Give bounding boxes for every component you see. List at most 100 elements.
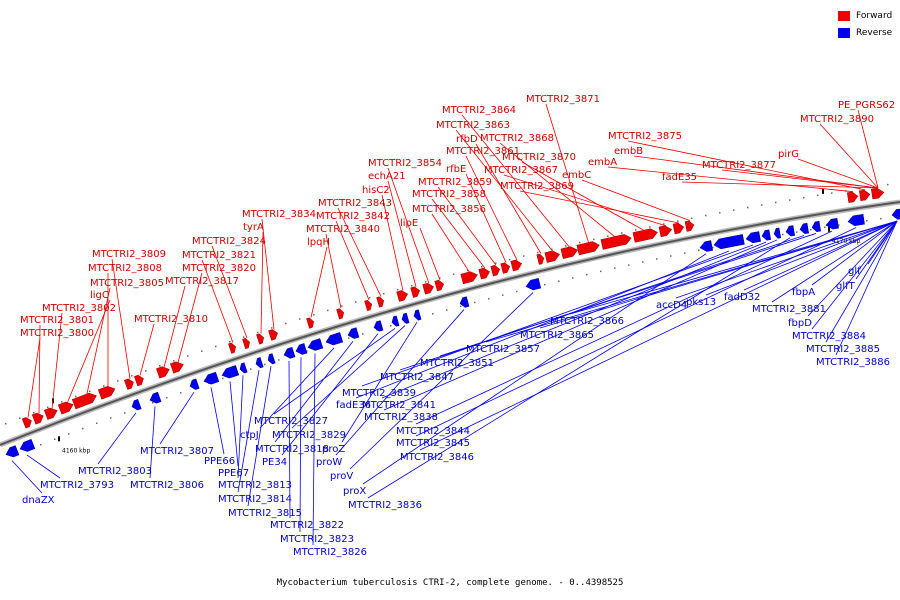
minor-tick (355, 301, 357, 303)
forward-gene-label: MTCTRI2_3858 (412, 189, 486, 200)
minor-tick (747, 206, 749, 209)
forward-gene-arrow (133, 374, 144, 387)
forward-gene-label: tyrA (243, 222, 264, 233)
reverse-gene-label: MTCTRI2_3884 (792, 331, 866, 342)
minor-tick (54, 438, 56, 441)
reverse-leader-line (149, 406, 156, 479)
reverse-gene-label: PPE66 (204, 456, 235, 467)
forward-gene-arrow (500, 262, 511, 274)
forward-gene-arrow (97, 386, 116, 400)
minor-tick (271, 327, 273, 329)
reverse-leader-line (367, 237, 791, 499)
forward-gene-label: MTCTRI2_3800 (20, 328, 94, 339)
forward-gene-label: embB (614, 146, 643, 157)
reverse-leader-line (399, 235, 805, 371)
forward-gene-arrow (71, 392, 97, 410)
reverse-gene-label: MTCTRI2_3823 (280, 534, 354, 545)
minor-tick (103, 385, 105, 387)
reverse-leader-line (291, 325, 406, 429)
forward-gene-label: MTCTRI2_3808 (88, 263, 162, 274)
minor-tick (663, 223, 665, 225)
tick-label: 4160 kbp (62, 447, 90, 454)
forward-swatch (838, 11, 850, 21)
reverse-gene-label: MTCTRI2_3822 (270, 520, 344, 531)
forward-leader-line (51, 312, 63, 409)
minor-tick (642, 261, 644, 263)
minor-tick (425, 281, 427, 283)
major-tick (58, 436, 60, 442)
tick-label: 4170 kbp (832, 238, 860, 245)
minor-tick (600, 270, 602, 273)
reverse-gene-label: MTCTRI2_3818 (255, 444, 329, 455)
minor-tick (677, 220, 679, 222)
major-tick (828, 226, 830, 232)
reverse-gene-arrow (307, 338, 324, 351)
forward-leader-line (431, 213, 471, 274)
reverse-gene-label: MTCTRI2_3807 (140, 446, 214, 457)
forward-gene-arrow (422, 282, 434, 295)
minor-tick (369, 297, 371, 299)
minor-tick (82, 427, 84, 430)
minor-tick (299, 318, 301, 320)
minor-tick (47, 406, 49, 409)
minor-tick (656, 258, 658, 260)
forward-leader-line (211, 245, 248, 339)
reverse-gene-label: MTCTRI2_3841 (362, 400, 436, 411)
minor-tick (614, 267, 616, 269)
minor-tick (390, 324, 392, 327)
reverse-gene-arrow (785, 225, 796, 237)
reverse-gene-label: ctpJ (240, 430, 259, 441)
reverse-leader-line (274, 341, 354, 443)
forward-leader-line (387, 180, 417, 287)
minor-tick (551, 248, 553, 250)
minor-tick (502, 294, 504, 296)
forward-gene-label: MTCTRI2_3868 (480, 133, 554, 144)
forward-gene-label: MTCTRI2_3869 (500, 181, 574, 192)
forward-gene-arrow (410, 286, 421, 298)
minor-tick (565, 245, 567, 247)
reverse-leader-line (361, 244, 754, 387)
reverse-gene-arrow (825, 218, 839, 230)
reverse-leader-line (807, 220, 898, 317)
reverse-gene-label: MTCTRI2_3803 (78, 466, 152, 477)
minor-tick (327, 309, 329, 312)
forward-leader-line (337, 207, 382, 297)
reverse-leader-line (355, 250, 730, 399)
minor-tick (523, 255, 525, 257)
forward-gene-label: MTCTRI2_3817 (165, 276, 239, 287)
minor-tick (166, 397, 168, 399)
reverse-leader-line (415, 227, 857, 437)
reverse-gene-arrow (891, 208, 900, 220)
reverse-gene-label: accD4 (656, 300, 687, 311)
reverse-leader-line (349, 292, 534, 470)
reverse-leader-line (159, 391, 195, 445)
minor-tick (474, 301, 476, 304)
reverse-gene-label: fadD32 (724, 292, 760, 303)
minor-tick (509, 258, 511, 261)
forward-gene-arrow (364, 300, 373, 312)
reverse-leader-line (273, 328, 396, 415)
reverse-gene-label: MTCTRI2_3885 (806, 344, 880, 355)
forward-gene-arrow (600, 234, 632, 250)
reverse-gene-arrow (799, 222, 810, 234)
forward-gene-label: MTCTRI2_3859 (418, 177, 492, 188)
forward-leader-line (455, 129, 554, 252)
minor-tick (341, 305, 343, 307)
forward-gene-arrow (228, 342, 236, 354)
minor-tick (306, 350, 308, 352)
forward-gene-label: echA21 (368, 171, 406, 182)
minor-tick (712, 246, 714, 249)
forward-gene-label: rfbD (456, 134, 478, 145)
minor-tick (761, 204, 763, 206)
minor-tick (698, 249, 700, 252)
minor-tick (544, 283, 546, 286)
forward-gene-arrow (434, 279, 445, 292)
reverse-gene-label: MTCTRI2_3846 (400, 452, 474, 463)
minor-tick (173, 360, 175, 362)
forward-gene-label: MTCTRI2_3810 (134, 314, 208, 325)
legend: Forward Reverse (838, 9, 892, 43)
reverse-gene-label: proW (316, 457, 342, 468)
minor-tick (229, 340, 231, 343)
forward-leader-line (139, 323, 155, 376)
minor-tick (887, 183, 889, 186)
